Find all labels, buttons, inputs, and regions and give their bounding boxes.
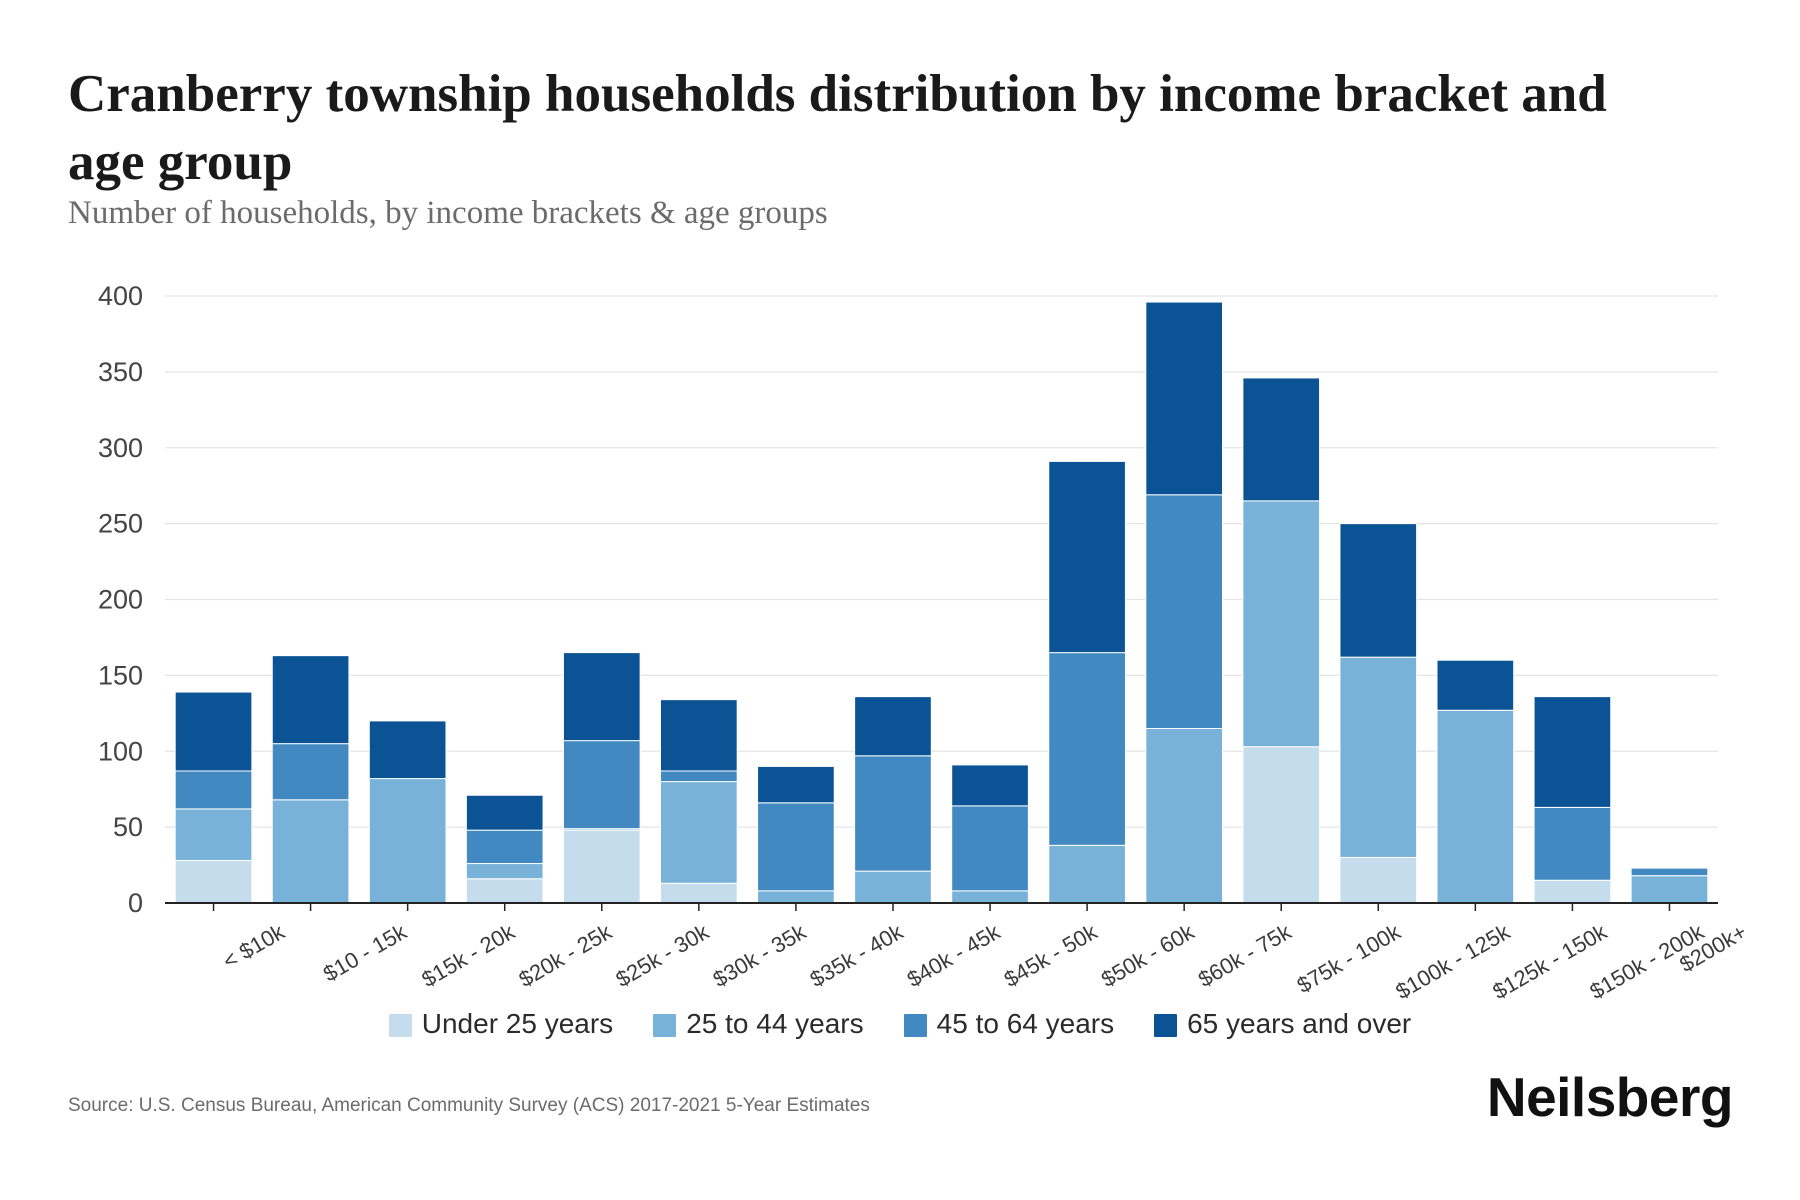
svg-text:100: 100 [98,736,143,766]
svg-text:200: 200 [98,585,143,615]
svg-text:0: 0 [128,888,143,918]
svg-text:50: 50 [113,812,143,842]
svg-text:250: 250 [98,509,143,539]
svg-text:300: 300 [98,433,143,463]
svg-text:400: 400 [98,281,143,311]
svg-text:350: 350 [98,357,143,387]
svg-text:150: 150 [98,660,143,690]
